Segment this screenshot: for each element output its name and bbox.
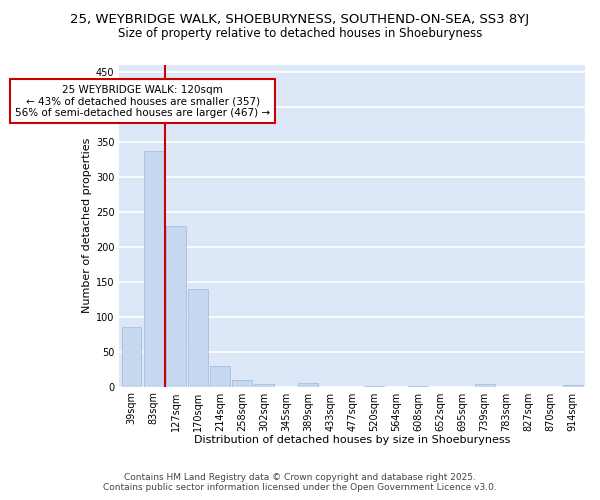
Bar	[563, 385, 583, 386]
Bar	[298, 383, 318, 386]
Text: 25 WEYBRIDGE WALK: 120sqm
← 43% of detached houses are smaller (357)
56% of semi: 25 WEYBRIDGE WALK: 120sqm ← 43% of detac…	[15, 84, 270, 118]
Bar	[475, 384, 494, 386]
Bar	[188, 288, 208, 386]
Bar	[122, 327, 142, 386]
Bar	[210, 366, 230, 386]
Text: 25, WEYBRIDGE WALK, SHOEBURYNESS, SOUTHEND-ON-SEA, SS3 8YJ: 25, WEYBRIDGE WALK, SHOEBURYNESS, SOUTHE…	[70, 12, 530, 26]
Text: Size of property relative to detached houses in Shoeburyness: Size of property relative to detached ho…	[118, 28, 482, 40]
Bar	[166, 226, 185, 386]
Bar	[232, 380, 252, 386]
X-axis label: Distribution of detached houses by size in Shoeburyness: Distribution of detached houses by size …	[194, 435, 511, 445]
Text: Contains HM Land Registry data © Crown copyright and database right 2025.
Contai: Contains HM Land Registry data © Crown c…	[103, 473, 497, 492]
Y-axis label: Number of detached properties: Number of detached properties	[82, 138, 92, 314]
Bar	[254, 384, 274, 386]
Bar	[143, 151, 164, 386]
